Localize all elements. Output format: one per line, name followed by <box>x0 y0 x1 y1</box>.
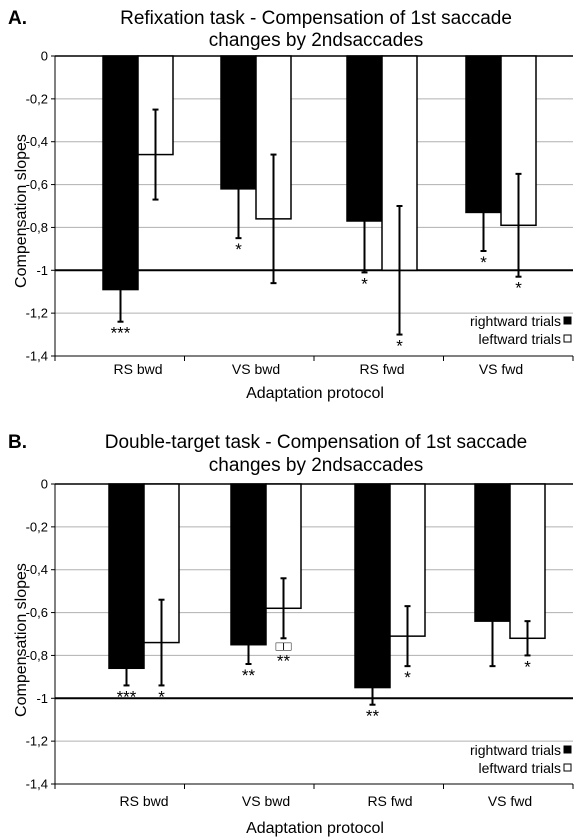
panel-a-title-line1: Refixation task - Compensation of 1st sa… <box>120 8 512 29</box>
panel-a-x-axis-label: Adaptation protocol <box>246 385 384 402</box>
panel-a-y-axis-label: Compensation slopes <box>13 134 30 288</box>
panel-a-legend-label: leftward trials <box>479 331 561 347</box>
panel-b-category-label: VS fwd <box>488 793 532 809</box>
panel-a-y-tick-label: -1 <box>36 263 48 278</box>
panel-b-title-line2: changes by 2ndsaccades <box>209 455 423 476</box>
panel-a-y-tick-label: -1,2 <box>26 306 48 321</box>
panel-a-bar-rightward <box>102 55 139 291</box>
panel-b-y-tick-label: -0,2 <box>26 519 48 534</box>
panel-b-legend-label: leftward trials <box>479 760 561 776</box>
panel-b-legend-label: rightward trials <box>470 742 561 758</box>
panel-a-plot-area: 0 -0,2 -0,4 -0,6 -0,8 -1 -1,2 -1,4 RS bwd VS bwd R… <box>26 49 574 377</box>
panel-b-y-tick-label: -0,4 <box>26 562 48 577</box>
panel-a-legend-label: rightward trials <box>470 313 561 329</box>
panel-a-letter: A. <box>8 8 27 29</box>
panel-b-plot-area: 0 -0,2 -0,4 -0,6 -0,8 -1 -1,2 -1,4 RS bwd VS bwd R… <box>26 477 574 809</box>
panel-b-y-axis-label: Compensation slopes <box>13 563 30 717</box>
panel-b-significance-label: * <box>524 657 531 676</box>
panel-b-significance-label: * <box>404 668 411 687</box>
panel-b-category-label: VS bwd <box>242 793 290 809</box>
panel-a: A. Refixation task - Compensation of 1st… <box>8 8 574 402</box>
panel-a-significance-label: * <box>515 279 522 298</box>
panel-b-significance-squares: □□ <box>276 638 292 653</box>
panel-a-category-label: VS fwd <box>479 361 523 377</box>
panel-b-legend-swatch <box>563 763 572 772</box>
panel-b-category-label: RS fwd <box>367 793 412 809</box>
panel-b-bar-rightward <box>354 483 391 689</box>
panel-b-significance-label: * <box>158 687 165 706</box>
panel-a-y-tick-label: 0 <box>41 49 48 64</box>
panel-a-y-tick-label: -1,4 <box>26 349 48 364</box>
panel-b-y-tick-label: -0,6 <box>26 605 48 620</box>
panel-b-significance-label: *** <box>117 687 137 706</box>
panel-a-significance-label: *** <box>111 324 131 343</box>
panel-b: B. Double-target task - Compensation of … <box>8 432 574 837</box>
panel-b-x-axis-label: Adaptation protocol <box>246 820 384 837</box>
panel-a-significance-label: * <box>235 240 242 259</box>
panel-a-title-line2: changes by 2ndsaccades <box>209 30 423 51</box>
panel-b-significance-label: ** <box>366 707 380 726</box>
panel-b-y-tick-label: -1,2 <box>26 734 48 749</box>
panel-b-y-tick-label: -0,8 <box>26 648 48 663</box>
panel-a-category-label: RS bwd <box>113 361 162 377</box>
panel-a-significance-label: * <box>396 337 403 356</box>
panel-a-significance-label: * <box>480 253 487 272</box>
panel-a-legend-swatch <box>563 316 572 325</box>
panel-b-bar-rightward <box>230 483 267 646</box>
panel-b-bar-rightward <box>108 483 145 670</box>
panel-a-category-label: RS fwd <box>359 361 404 377</box>
panel-b-legend-swatch <box>563 745 572 754</box>
panel-b-significance-label: ** <box>242 666 256 685</box>
panel-a-category-label: VS bwd <box>232 361 280 377</box>
panel-b-letter: B. <box>8 432 27 453</box>
panel-a-y-tick-label: -0,8 <box>26 220 48 235</box>
panel-a-y-tick-label: -0,4 <box>26 134 48 149</box>
panel-b-y-tick-label: -1 <box>36 691 48 706</box>
panel-a-legend-swatch <box>563 334 572 343</box>
panel-a-y-tick-label: -0,2 <box>26 91 48 106</box>
panel-b-y-tick-label: -1,4 <box>26 777 48 792</box>
panel-b-bar-leftward <box>509 483 546 640</box>
panel-a-y-tick-label: -0,6 <box>26 177 48 192</box>
panel-b-category-label: RS bwd <box>119 793 168 809</box>
panel-b-title-line1: Double-target task - Compensation of 1st… <box>105 432 527 453</box>
panel-b-y-tick-label: 0 <box>41 477 48 492</box>
panel-a-significance-label: * <box>361 274 368 293</box>
panel-b-significance-label: ** <box>277 651 291 670</box>
